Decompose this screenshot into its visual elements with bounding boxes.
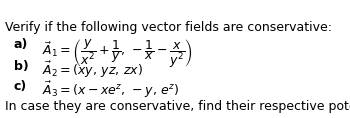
Text: $\vec{A}_1 = \left(\dfrac{y}{x^2} + \dfrac{1}{y},\, -\dfrac{1}{x} - \dfrac{x}{y^: $\vec{A}_1 = \left(\dfrac{y}{x^2} + \dfr… — [42, 38, 193, 70]
Text: c): c) — [14, 80, 27, 93]
Text: b): b) — [14, 60, 29, 73]
Text: Verify if the following vector fields are conservative:: Verify if the following vector fields ar… — [5, 21, 332, 34]
Text: a): a) — [14, 38, 28, 51]
Text: In case they are conservative, find their respective potential fields.: In case they are conservative, find thei… — [5, 100, 350, 113]
Text: $\vec{A}_2 = (xy,\, yz,\, zx)$: $\vec{A}_2 = (xy,\, yz,\, zx)$ — [42, 60, 143, 80]
Text: $\vec{A}_3 = (x - xe^z,\, -y,\, e^z)$: $\vec{A}_3 = (x - xe^z,\, -y,\, e^z)$ — [42, 80, 180, 100]
